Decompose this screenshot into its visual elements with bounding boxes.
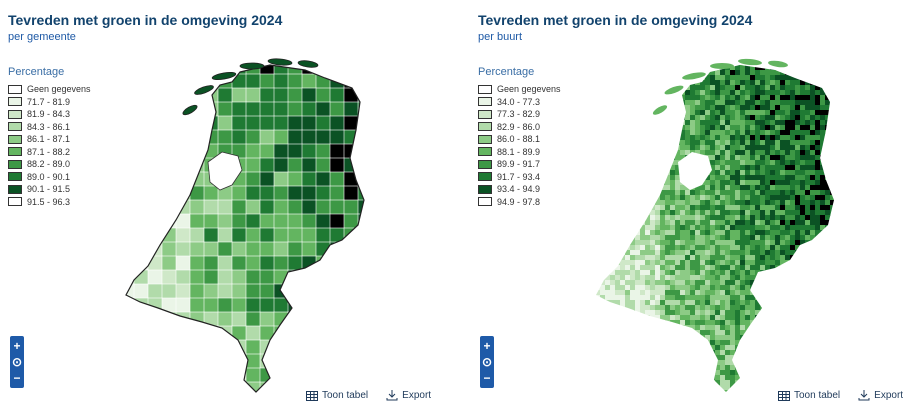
- legend-swatch: [478, 147, 492, 157]
- zoom-controls: + ⊙ −: [10, 336, 24, 388]
- legend-swatch: [8, 159, 22, 169]
- map-panel-gemeente: Tevreden met groen in de omgeving 2024 p…: [0, 0, 440, 419]
- legend-item: 77.3 - 82.9: [478, 108, 561, 121]
- legend-item: Geen gegevens: [478, 83, 561, 96]
- legend-item: 86.0 - 88.1: [478, 133, 561, 146]
- zoom-in-button[interactable]: +: [483, 339, 491, 353]
- legend-swatch: [8, 172, 22, 182]
- legend-title: Percentage: [478, 66, 535, 78]
- legend-item: 94.9 - 97.8: [478, 196, 561, 209]
- legend-swatch: [8, 122, 22, 132]
- download-icon: [858, 390, 870, 401]
- netherlands-map[interactable]: [120, 40, 380, 405]
- legend-title: Percentage: [8, 66, 65, 78]
- legend-swatch: [478, 84, 492, 94]
- table-icon: [306, 390, 318, 401]
- legend-item: 89.9 - 91.7: [478, 158, 561, 171]
- legend-item: 82.9 - 86.0: [478, 121, 561, 134]
- map-subtitle: per gemeente: [8, 31, 76, 43]
- legend-swatch: [8, 109, 22, 119]
- zoom-out-button[interactable]: −: [483, 371, 491, 385]
- legend-swatch: [478, 184, 492, 194]
- legend-swatch: [8, 184, 22, 194]
- reset-view-button[interactable]: ⊙: [481, 355, 493, 369]
- legend-item: 89.0 - 90.1: [8, 171, 91, 184]
- legend-item: 93.4 - 94.9: [478, 183, 561, 196]
- legend: Percentage Geen gegevens 34.0 - 77.3 77.…: [478, 66, 561, 208]
- map-title: Tevreden met groen in de omgeving 2024: [8, 12, 283, 28]
- map-actions: Toon tabel Export: [778, 390, 903, 401]
- legend-swatch: [8, 197, 22, 207]
- legend-swatch: [478, 172, 492, 182]
- legend-item: Geen gegevens: [8, 83, 91, 96]
- show-table-button[interactable]: Toon tabel: [306, 390, 368, 401]
- legend-item: 86.1 - 87.1: [8, 133, 91, 146]
- legend-item: 90.1 - 91.5: [8, 183, 91, 196]
- legend-swatch: [8, 134, 22, 144]
- legend-swatch: [478, 122, 492, 132]
- legend-item: 91.7 - 93.4: [478, 171, 561, 184]
- zoom-out-button[interactable]: −: [13, 371, 21, 385]
- download-icon: [386, 390, 398, 401]
- zoom-in-button[interactable]: +: [13, 339, 21, 353]
- legend-swatch: [8, 84, 22, 94]
- legend-swatch: [8, 147, 22, 157]
- map-title: Tevreden met groen in de omgeving 2024: [478, 12, 753, 28]
- legend-swatch: [8, 97, 22, 107]
- legend-item: 88.2 - 89.0: [8, 158, 91, 171]
- legend-swatch: [478, 197, 492, 207]
- export-button[interactable]: Export: [858, 390, 903, 401]
- legend-item: 81.9 - 84.3: [8, 108, 91, 121]
- table-icon: [778, 390, 790, 401]
- map-subtitle: per buurt: [478, 31, 523, 43]
- show-table-button[interactable]: Toon tabel: [778, 390, 840, 401]
- legend: Percentage Geen gegevens 71.7 - 81.9 81.…: [8, 66, 91, 208]
- legend-item: 71.7 - 81.9: [8, 96, 91, 109]
- legend-swatch: [478, 109, 492, 119]
- legend-swatch: [478, 159, 492, 169]
- legend-swatch: [478, 134, 492, 144]
- legend-item: 84.3 - 86.1: [8, 121, 91, 134]
- legend-item: 91.5 - 96.3: [8, 196, 91, 209]
- map-actions: Toon tabel Export: [306, 390, 431, 401]
- legend-swatch: [478, 97, 492, 107]
- map-panel-buurt: Tevreden met groen in de omgeving 2024 p…: [470, 0, 907, 419]
- legend-item: 87.1 - 88.2: [8, 146, 91, 159]
- zoom-controls: + ⊙ −: [480, 336, 494, 388]
- legend-item: 88.1 - 89.9: [478, 146, 561, 159]
- legend-item: 34.0 - 77.3: [478, 96, 561, 109]
- export-button[interactable]: Export: [386, 390, 431, 401]
- netherlands-map[interactable]: [590, 40, 850, 405]
- reset-view-button[interactable]: ⊙: [11, 355, 23, 369]
